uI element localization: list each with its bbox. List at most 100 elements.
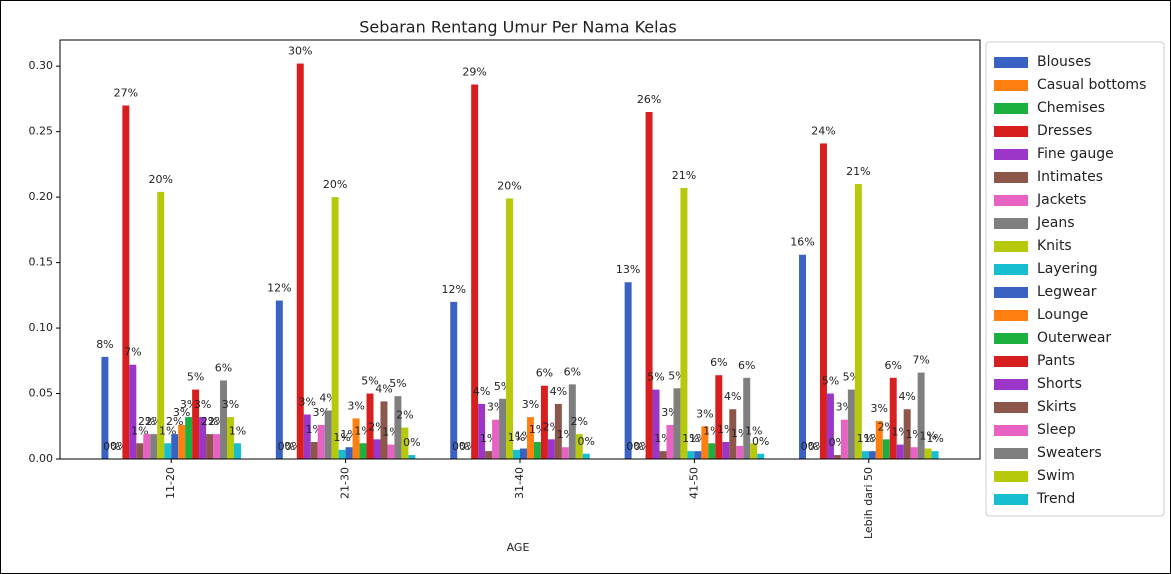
legend-swatch — [994, 218, 1028, 229]
value-label: 1% — [508, 431, 525, 444]
value-label: 20% — [149, 173, 173, 186]
x-axis-label: AGE — [507, 541, 530, 554]
y-tick-label: 0.20 — [29, 190, 54, 203]
y-tick-label: 0.05 — [29, 387, 54, 400]
bar — [345, 447, 353, 459]
x-tick-label: 11-20 — [164, 467, 177, 499]
y-tick-label: 0.25 — [29, 125, 54, 138]
bar — [554, 404, 562, 459]
bar — [526, 417, 534, 459]
bar — [861, 451, 869, 459]
bar — [722, 441, 730, 459]
bar — [366, 393, 374, 459]
value-label: 3% — [696, 407, 713, 420]
value-label: 1% — [857, 432, 874, 445]
legend-label: Trend — [1036, 491, 1075, 507]
bar — [499, 398, 507, 459]
bar — [582, 453, 590, 459]
legend-label: Intimates — [1037, 169, 1103, 185]
bar — [213, 434, 221, 459]
bar — [673, 388, 681, 459]
bar — [178, 424, 186, 459]
bar — [338, 449, 346, 459]
value-label: 27% — [114, 86, 138, 99]
legend-label: Skirts — [1037, 399, 1076, 415]
legend-label: Knits — [1037, 238, 1072, 254]
bar — [359, 443, 367, 459]
legend-swatch — [994, 471, 1028, 482]
value-label: 5% — [361, 375, 378, 388]
bar — [478, 404, 486, 459]
bar — [101, 356, 109, 459]
bar — [233, 443, 241, 459]
bar — [513, 449, 520, 459]
value-label: 0% — [452, 440, 469, 453]
bar — [694, 451, 702, 459]
legend-label: Pants — [1037, 353, 1075, 369]
value-label: 6% — [738, 359, 755, 372]
bar — [833, 455, 841, 459]
bar — [561, 447, 569, 459]
y-tick-label: 0.30 — [29, 59, 54, 72]
bar — [568, 384, 576, 459]
value-label: 20% — [323, 178, 347, 191]
bar — [492, 419, 500, 459]
bar — [408, 455, 416, 459]
bar — [757, 453, 765, 459]
bar — [380, 401, 388, 459]
bar — [192, 389, 200, 459]
value-label: 6% — [215, 361, 232, 374]
value-label: 6% — [536, 367, 553, 380]
value-label: 1% — [131, 424, 148, 437]
legend-label: Sweaters — [1037, 445, 1102, 461]
bar — [924, 448, 932, 459]
bar — [143, 434, 151, 459]
legend-label: Sleep — [1037, 422, 1076, 438]
legend-label: Swim — [1037, 468, 1075, 484]
value-label: 24% — [811, 124, 835, 137]
value-label: 0% — [752, 435, 769, 448]
bar — [910, 447, 918, 459]
value-label: 20% — [497, 179, 521, 192]
value-label: 4% — [724, 390, 741, 403]
bar — [401, 427, 409, 459]
value-label: 6% — [564, 365, 581, 378]
value-label: 7% — [124, 346, 141, 359]
x-tick-label: Lebih dari 50 — [862, 467, 875, 539]
legend-swatch — [994, 149, 1028, 160]
bar — [150, 434, 158, 459]
legend-swatch — [994, 57, 1028, 68]
value-label: 1% — [229, 424, 246, 437]
value-label: 1% — [919, 430, 936, 443]
legend-swatch — [994, 310, 1028, 321]
value-label: 1% — [926, 432, 943, 445]
legend-label: Shorts — [1037, 376, 1082, 392]
bar — [624, 282, 632, 459]
bar — [896, 444, 904, 459]
legend-label: Jackets — [1036, 192, 1086, 208]
value-label: 1% — [682, 432, 699, 445]
bar — [310, 441, 318, 459]
bar — [715, 375, 723, 459]
bar — [296, 63, 304, 459]
bar — [157, 191, 165, 459]
bar — [666, 424, 674, 459]
y-tick-label: 0.00 — [29, 452, 54, 465]
bar — [931, 451, 939, 459]
bar — [645, 112, 653, 459]
legend-swatch — [994, 425, 1028, 436]
value-label: 3% — [347, 399, 364, 412]
value-label: 4% — [473, 385, 490, 398]
value-label: 13% — [616, 263, 640, 276]
bar — [520, 448, 527, 459]
legend-label: Lounge — [1037, 307, 1088, 323]
bar — [687, 451, 695, 459]
bar — [540, 385, 548, 459]
legend-swatch — [994, 402, 1028, 413]
bar — [373, 439, 381, 459]
x-tick-label: 21-30 — [339, 467, 352, 499]
legend-label: Dresses — [1037, 123, 1092, 139]
value-label: 5% — [822, 375, 839, 388]
value-label: 4% — [898, 390, 915, 403]
